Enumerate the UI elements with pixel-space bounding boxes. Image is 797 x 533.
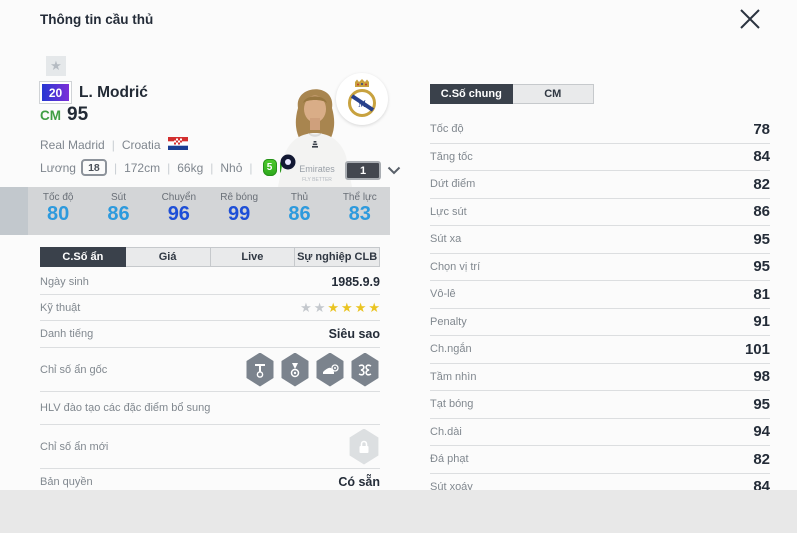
dribble-trait-icon: [351, 352, 379, 387]
star-icon: ★: [300, 299, 312, 315]
star-icon: ★: [313, 299, 326, 315]
row-new-traits: Chỉ số ẩn mới: [40, 425, 380, 469]
season-value: 1: [345, 161, 381, 180]
player-photo: Emirates FLY BETTER: [260, 76, 370, 187]
chevron-down-icon: [387, 166, 401, 175]
real-madrid-crest-icon: M: [336, 73, 388, 125]
salary-badge: 18: [80, 159, 107, 176]
player-name: L. Modrić: [79, 83, 148, 101]
attribute-row: Ch.ngắn 101: [430, 336, 770, 364]
player-rating-row: CM 95: [40, 104, 88, 126]
player-info-panel: Thông tin cầu thủ ★ 20 L. Modrić CM 95 R…: [0, 0, 797, 490]
tab-price[interactable]: Giá: [125, 247, 211, 267]
player-number-badge: 20: [40, 82, 71, 103]
svg-text:M: M: [358, 99, 366, 109]
player-position: CM: [40, 108, 61, 123]
skill-stars: ★ ★ ★ ★ ★ ★: [300, 300, 380, 316]
attribute-row: Tạt bóng 95: [430, 391, 770, 419]
star-icon: ★: [368, 299, 380, 315]
key-stat-defending: Thủ 86: [288, 192, 311, 225]
key-stat-physical: Thể lực 83: [342, 192, 377, 225]
star-icon: ★: [50, 58, 62, 73]
tab-live[interactable]: Live: [210, 247, 296, 267]
player-detail-list: Ngày sinh 1985.9.9 Kỹ thuật ★ ★ ★ ★ ★ ★ …: [40, 269, 380, 496]
attribute-row: Penalty 91: [430, 309, 770, 336]
attribute-row: Lực sút 86: [430, 199, 770, 226]
divider: [249, 161, 252, 175]
key-stat-pace: Tốc độ 80: [42, 192, 74, 225]
tab-hidden-stats[interactable]: C.Số ẩn: [40, 247, 126, 267]
nation-name: Croatia: [121, 138, 161, 152]
season-dropdown[interactable]: 1: [345, 161, 401, 180]
salary-label: Lương: [40, 160, 76, 175]
row-coach-traits: HLV đào tạo các đặc điểm bổ sung: [40, 392, 380, 425]
key-stat-dribbling: Rê bóng 99: [220, 192, 259, 225]
key-stats-band: Tốc độ 80 Sút 86 Chuyển 96 Rê bóng 99 Th…: [0, 187, 390, 235]
club-nation-row: Real Madrid Croatia: [40, 137, 188, 153]
attribute-row: Tầm nhìn 98: [430, 364, 770, 391]
page-background-strip: [0, 490, 797, 533]
favorite-button[interactable]: ★: [46, 56, 66, 76]
left-tab-bar: C.Số ẩn Giá Live Sự nghiệp CLB: [40, 247, 380, 267]
attribute-row: Đá phạt 82: [430, 446, 770, 474]
attribute-row: Sút xa 95: [430, 226, 770, 254]
jersey-sponsor-text: Emirates: [299, 164, 335, 174]
row-reputation: Danh tiếng Siêu sao: [40, 321, 380, 348]
attribute-row: Dứt điểm 82: [430, 171, 770, 199]
player-overall: 95: [67, 104, 89, 125]
player-name-row: 20 L. Modrić: [40, 82, 148, 103]
boot-trait-icon: [316, 352, 344, 387]
goalpost-trait-icon: [246, 352, 274, 387]
body-type: Nhỏ: [220, 160, 243, 175]
page-title: Thông tin cầu thủ: [40, 12, 154, 27]
club-name: Real Madrid: [40, 138, 105, 152]
weak-foot-boot-icon: 5: [262, 159, 277, 176]
row-origin-traits: Chỉ số ẩn gốc: [40, 348, 380, 392]
attribute-row: Tăng tốc 84: [430, 144, 770, 171]
attribute-list: Tốc độ 78 Tăng tốc 84 Dứt điểm 82 Lực sú…: [430, 116, 770, 501]
star-icon: ★: [327, 299, 340, 315]
band-left-edge: [0, 187, 28, 235]
attribute-row: Tốc độ 78: [430, 116, 770, 144]
attribute-row: Chọn vị trí 95: [430, 254, 770, 281]
tab-position-stats[interactable]: CM: [512, 84, 594, 104]
row-skill-rating: Kỹ thuật ★ ★ ★ ★ ★ ★: [40, 295, 380, 321]
trait-icon-group: [245, 352, 380, 387]
player-weight: 66kg: [177, 160, 204, 175]
key-stat-passing: Chuyển 96: [161, 192, 197, 225]
bio-row: Lương 18 172cm 66kg Nhỏ 5 5: [40, 159, 294, 176]
divider: [114, 161, 117, 175]
right-tab-bar: C.Số chung CM: [430, 84, 594, 104]
close-button[interactable]: [734, 5, 766, 37]
close-icon: [736, 5, 764, 38]
divider: [167, 161, 170, 175]
divider: [112, 138, 115, 152]
flag-croatia-icon: [167, 137, 188, 153]
key-stat-shooting: Sút 86: [107, 192, 130, 225]
attribute-row: Vô-lê 81: [430, 281, 770, 309]
attribute-row: Ch.dài 94: [430, 419, 770, 446]
tab-general-stats[interactable]: C.Số chung: [430, 84, 513, 104]
player-height: 172cm: [124, 160, 161, 175]
star-icon: ★: [354, 299, 367, 315]
row-birthdate: Ngày sinh 1985.9.9: [40, 269, 380, 295]
tab-club-career[interactable]: Sự nghiệp CLB: [295, 247, 380, 267]
star-icon: ★: [341, 299, 353, 315]
divider: [210, 161, 213, 175]
medal-trait-icon: [281, 352, 309, 387]
jersey-sponsor-subtext: FLY BETTER: [302, 177, 332, 183]
lock-icon: [349, 428, 379, 465]
